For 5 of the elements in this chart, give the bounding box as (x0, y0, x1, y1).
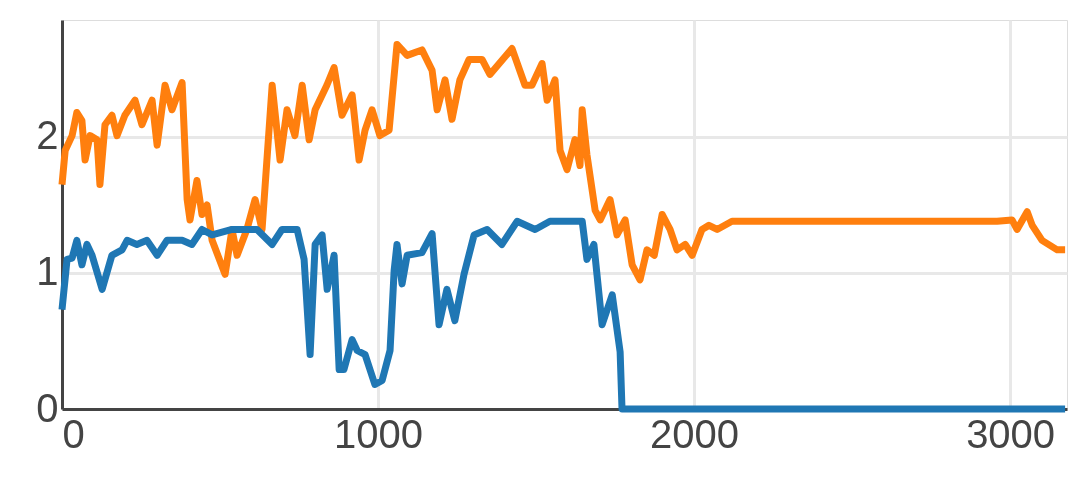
x-tick-label: 2000 (650, 411, 740, 456)
x-tick-label: 1000 (334, 411, 424, 456)
y-tick-label: 2 (36, 113, 59, 158)
y-tick-label: 1 (36, 249, 59, 294)
x-tick-label: 3000 (966, 411, 1056, 456)
